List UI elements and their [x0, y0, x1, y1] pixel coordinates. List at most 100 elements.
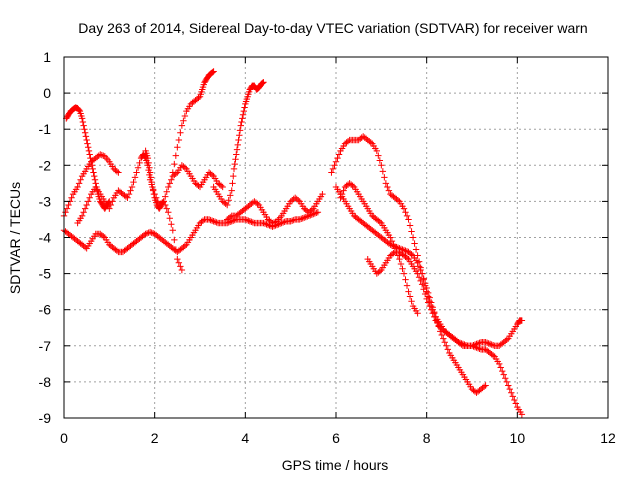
data-point [399, 265, 406, 272]
data-point [486, 340, 494, 348]
data-point [313, 209, 320, 217]
series-arc-10 [332, 183, 489, 396]
data-point [403, 282, 411, 289]
data-point [235, 136, 242, 144]
series-arc-8 [224, 190, 326, 227]
data-point [177, 263, 184, 270]
data-point [409, 234, 417, 241]
data-point [146, 164, 153, 171]
data-point [65, 201, 72, 209]
data-point [470, 343, 477, 350]
data-point [174, 255, 181, 263]
data-point [75, 106, 83, 114]
y-tick-label: -1 [39, 121, 52, 137]
data-point [414, 259, 421, 266]
data-point [83, 136, 90, 144]
data-point [488, 341, 495, 348]
series-arc-5 [142, 147, 186, 274]
data-point [222, 200, 229, 208]
data-point [84, 140, 91, 147]
data-point [332, 158, 340, 165]
data-point [208, 69, 216, 76]
data-point [424, 289, 432, 297]
data-point [240, 107, 248, 115]
data-point [228, 218, 235, 225]
data-point [63, 205, 71, 212]
x-tick-label: 6 [332, 430, 340, 446]
data-point [349, 182, 356, 189]
data-point [227, 192, 234, 199]
data-point [281, 218, 288, 226]
data-point [508, 389, 515, 396]
data-point [239, 115, 246, 122]
axis-ticks: 0 2 4 6 8 10 12 -9 -8 -7 -6 -5 -4 -3 -2 -1 0 1 [39, 49, 616, 446]
data-point [314, 209, 322, 216]
data-point [489, 341, 497, 349]
data-point [175, 259, 183, 266]
data-point [304, 213, 311, 220]
data-point [229, 180, 236, 187]
data-point [231, 160, 238, 168]
data-point [376, 157, 384, 164]
data-point [329, 165, 337, 173]
data-point [91, 172, 98, 180]
data-point [408, 251, 415, 258]
data-point [195, 94, 202, 102]
data-point [130, 178, 137, 186]
data-point [217, 182, 225, 189]
data-point [83, 201, 90, 209]
data-point [482, 382, 489, 389]
data-point [411, 240, 418, 247]
data-point [163, 205, 170, 212]
data-point [113, 247, 121, 254]
data-point [211, 218, 219, 226]
data-point [328, 169, 335, 176]
data-point [236, 127, 244, 134]
data-point [77, 176, 84, 183]
data-point [136, 159, 143, 167]
x-tick-label: 2 [151, 430, 159, 446]
data-point [148, 229, 155, 236]
data-point [208, 171, 216, 179]
data-point [288, 217, 296, 224]
data-point [62, 209, 69, 216]
data-point [115, 169, 122, 176]
data-point [81, 129, 89, 137]
data-point [421, 280, 429, 287]
data-point [175, 136, 183, 144]
data-point [443, 342, 450, 349]
data-point [84, 198, 92, 205]
data-point [402, 209, 409, 216]
data-point [417, 277, 424, 285]
data-point [81, 243, 89, 251]
data-point [210, 68, 217, 75]
data-point [400, 246, 408, 254]
data-point [405, 288, 412, 295]
data-point [476, 339, 483, 346]
y-tick-label: -4 [39, 230, 52, 246]
series-arc-11 [337, 180, 421, 317]
data-point [509, 393, 516, 400]
y-axis-label: SDTVAR / TECUs [7, 182, 23, 294]
data-point [414, 270, 421, 277]
data-point [260, 79, 267, 86]
data-point [80, 122, 87, 129]
data-point [172, 152, 180, 159]
x-tick-label: 4 [241, 430, 249, 446]
data-point [440, 335, 447, 342]
data-point [168, 221, 175, 228]
data-point [233, 151, 240, 158]
data-point [376, 267, 384, 275]
data-point [499, 367, 506, 375]
data-point [172, 246, 180, 253]
data-point [142, 230, 149, 238]
data-point [384, 183, 391, 191]
data-point [375, 152, 382, 159]
data-point [199, 217, 207, 224]
series-arc-6 [169, 68, 217, 176]
data-point [299, 215, 306, 222]
data-point [162, 193, 169, 200]
data-point [423, 295, 430, 303]
data-point [379, 168, 387, 175]
data-point [133, 169, 140, 176]
